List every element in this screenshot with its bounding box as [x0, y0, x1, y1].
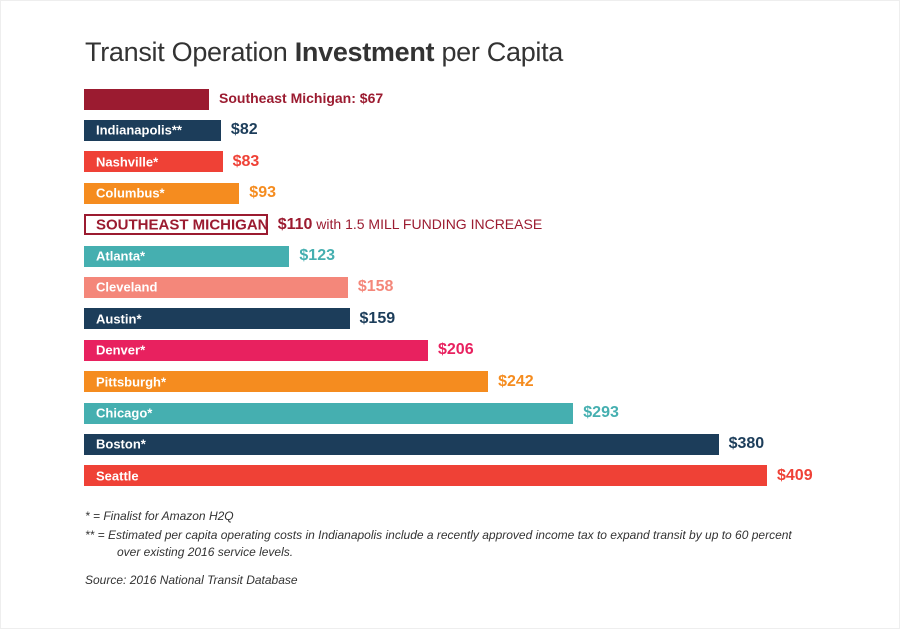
bar-label: Boston* — [96, 436, 146, 452]
bar: Nashville* — [84, 151, 223, 173]
bar: Seattle — [84, 465, 767, 487]
bar-label: Pittsburgh* — [96, 374, 167, 390]
bar-label: Indianapolis** — [96, 122, 182, 138]
value-text: $409 — [777, 466, 813, 484]
value-label: $159 — [360, 310, 396, 328]
value-label: $82 — [231, 121, 258, 139]
bar-label: Seattle — [96, 468, 139, 484]
value-label: $242 — [498, 373, 534, 391]
bar: Chicago* — [84, 402, 574, 424]
value-label: $158 — [358, 278, 394, 296]
title-part: per Capita — [434, 37, 564, 67]
bar-label: Nashville* — [96, 154, 159, 170]
value-text: $123 — [299, 247, 335, 264]
bar: Austin* — [84, 308, 350, 330]
bar-label: Austin* — [96, 311, 142, 327]
bar — [84, 88, 209, 110]
value-text: $159 — [359, 309, 396, 327]
footnote-finalist: * = Finalist for Amazon H2Q — [85, 509, 234, 523]
value-label: $93 — [249, 184, 276, 202]
bar: Atlanta* — [84, 245, 290, 267]
value-label: $206 — [438, 341, 474, 359]
bar-label: Columbus* — [96, 185, 165, 201]
value-label: $110 with 1.5 MILL FUNDING INCREASE — [278, 216, 542, 234]
value-text: $158 — [357, 278, 394, 296]
bar: Denver* — [84, 339, 428, 361]
value-label: $409 — [777, 467, 813, 485]
value-text: $83 — [232, 152, 260, 170]
bar: Pittsburgh* — [84, 371, 489, 393]
value-label: $83 — [233, 153, 260, 171]
footnote-indianapolis-cont: over existing 2016 service levels. — [117, 545, 294, 559]
chart-title: Transit Operation Investment per Capita — [85, 37, 563, 68]
value-label: Southeast Michigan: $67 — [219, 90, 383, 108]
bar-label: Denver* — [96, 342, 146, 358]
value-text: $110 — [277, 215, 313, 233]
value-text: $82 — [230, 121, 258, 139]
title-part: Transit Operation — [85, 37, 295, 67]
bar: SOUTHEAST MICHIGAN — [84, 214, 269, 236]
value-text: $93 — [249, 184, 276, 202]
value-text: $293 — [583, 404, 619, 421]
source-note: Source: 2016 National Transit Database — [85, 573, 298, 587]
title-emphasis: Investment — [294, 37, 435, 67]
bar-label: Chicago* — [96, 405, 153, 421]
bar: Boston* — [84, 433, 719, 455]
value-label: $293 — [583, 404, 619, 422]
value-text: Southeast Michigan: $67 — [219, 90, 384, 106]
bar: Columbus* — [84, 182, 240, 204]
bar-label: SOUTHEAST MICHIGAN — [96, 216, 269, 234]
value-text: $242 — [498, 372, 534, 390]
bar: Indianapolis** — [84, 119, 221, 141]
value-note: with 1.5 MILL FUNDING INCREASE — [312, 215, 543, 232]
bar: Cleveland — [84, 276, 348, 298]
value-label: $123 — [299, 247, 335, 265]
bar-label: Atlanta* — [96, 248, 146, 264]
value-text: $206 — [438, 341, 474, 359]
value-text: $380 — [728, 435, 765, 453]
bar-label: Cleveland — [96, 279, 158, 295]
value-label: $380 — [729, 435, 765, 453]
footnote-indianapolis: ** = Estimated per capita operating cost… — [85, 528, 792, 542]
